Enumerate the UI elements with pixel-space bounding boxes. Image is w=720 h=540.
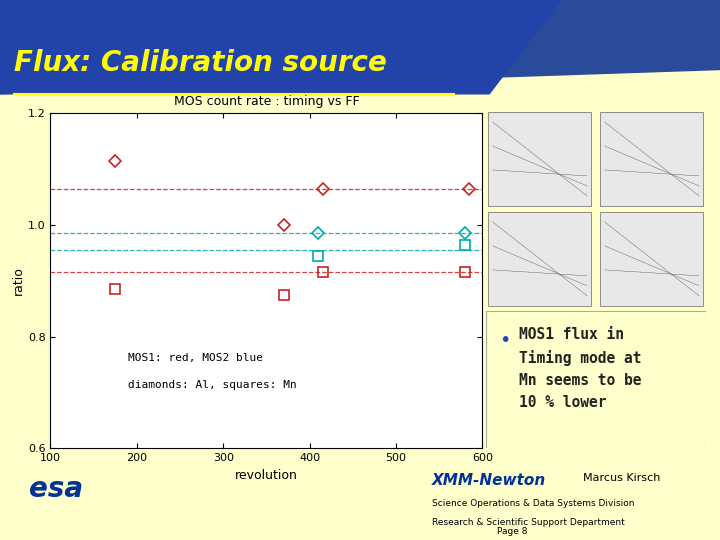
- FancyBboxPatch shape: [600, 112, 703, 206]
- Text: MOS1 flux in
Timing mode at
Mn seems to be
10 % lower: MOS1 flux in Timing mode at Mn seems to …: [519, 327, 642, 410]
- Title: MOS count rate : timing vs FF: MOS count rate : timing vs FF: [174, 95, 359, 108]
- Text: MOS1: red, MOS2 blue: MOS1: red, MOS2 blue: [128, 353, 264, 363]
- Polygon shape: [0, 0, 562, 94]
- FancyBboxPatch shape: [488, 212, 591, 306]
- FancyBboxPatch shape: [600, 212, 703, 306]
- Y-axis label: ratio: ratio: [12, 266, 25, 295]
- Text: Science Operations & Data Systems Division: Science Operations & Data Systems Divisi…: [432, 500, 634, 508]
- Text: diamonds: Al, squares: Mn: diamonds: Al, squares: Mn: [128, 380, 297, 389]
- Text: •: •: [499, 331, 510, 350]
- Text: XMM-Newton: XMM-Newton: [432, 474, 546, 489]
- Text: Page 8: Page 8: [497, 527, 527, 536]
- Text: esa: esa: [29, 475, 83, 503]
- Text: Research & Scientific Support Department: Research & Scientific Support Department: [432, 518, 625, 527]
- X-axis label: revolution: revolution: [235, 469, 298, 482]
- Text: Marcus Kirsch: Marcus Kirsch: [583, 474, 660, 483]
- Text: Flux: Calibration source: Flux: Calibration source: [14, 49, 387, 77]
- Polygon shape: [0, 0, 720, 94]
- FancyBboxPatch shape: [488, 112, 591, 206]
